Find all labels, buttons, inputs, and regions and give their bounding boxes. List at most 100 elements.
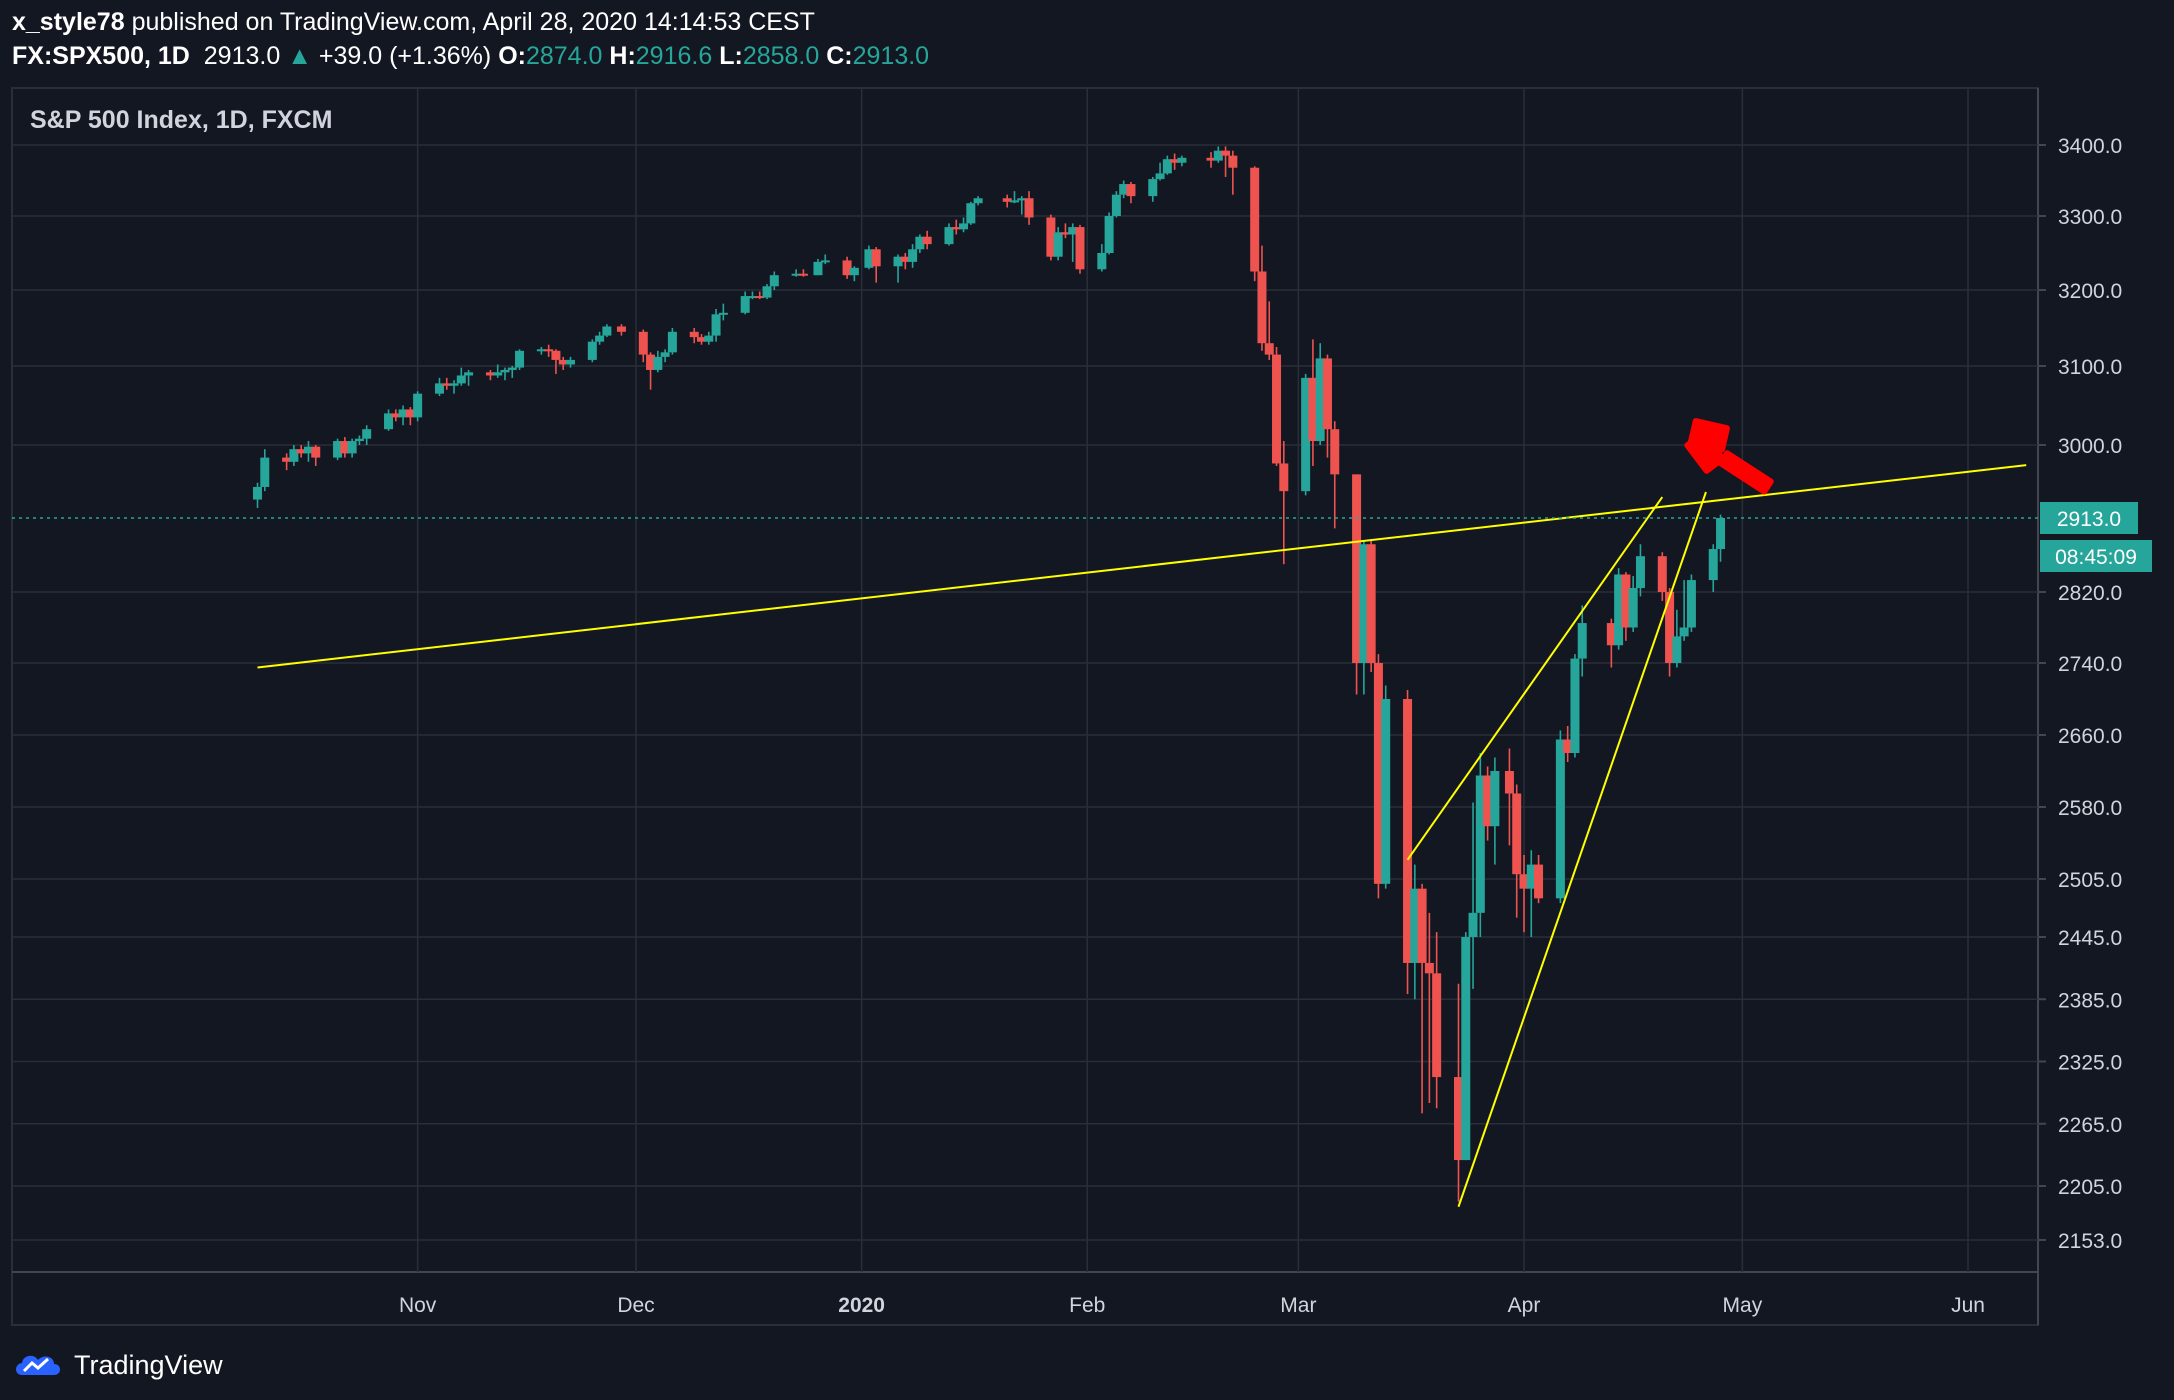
price-tick-label: 3300.0: [2058, 206, 2122, 229]
candle-body: [1534, 864, 1544, 899]
candle: [740, 291, 750, 315]
candle: [1017, 196, 1027, 215]
candle: [595, 331, 605, 345]
candle-body: [413, 393, 423, 418]
time-tick-label: Nov: [399, 1294, 437, 1317]
candle-body: [1359, 544, 1369, 663]
candle: [282, 453, 292, 471]
price-tick-label: 2265.0: [2058, 1114, 2122, 1137]
candle: [391, 409, 401, 422]
candle: [973, 196, 983, 206]
candle: [565, 356, 575, 368]
candle: [515, 349, 525, 370]
candle: [1257, 245, 1267, 351]
candle-body: [1665, 592, 1675, 663]
candle: [1206, 152, 1216, 168]
candle-body: [260, 457, 270, 487]
candle: [1672, 609, 1682, 668]
tradingview-footer[interactable]: TradingView: [12, 1345, 223, 1385]
candle-body: [813, 261, 823, 276]
candle: [1716, 514, 1726, 562]
candle: [1308, 339, 1318, 466]
price-axis[interactable]: 3400.0 3300.0 3200.0 3100.0 3000.0 2820.0 2740…: [2038, 135, 2122, 1253]
candle-body: [711, 314, 721, 336]
candle-body: [515, 350, 525, 368]
close-value: 2913.0: [852, 42, 930, 70]
candle-body: [536, 349, 546, 352]
candle: [762, 284, 772, 300]
candle: [405, 407, 415, 426]
candle-body: [791, 273, 801, 276]
last-price-label: 2913.0: [2057, 508, 2121, 531]
price-tick-label: 2505.0: [2058, 869, 2122, 892]
price-tick-label: 2660.0: [2058, 725, 2122, 748]
candle: [500, 367, 510, 381]
candle: [354, 435, 364, 445]
candle-body: [1352, 474, 1362, 663]
candle-body: [1555, 739, 1565, 899]
price-tick-label: 2385.0: [2058, 989, 2122, 1012]
candle-body: [1424, 962, 1434, 974]
candle: [900, 253, 910, 270]
candle: [653, 350, 663, 373]
candle: [1453, 983, 1463, 1202]
candle: [1373, 654, 1383, 899]
price-tick-label: 3200.0: [2058, 280, 2122, 303]
candle-body: [384, 413, 394, 430]
candle-body: [1060, 232, 1070, 235]
candle-body: [1410, 888, 1420, 963]
price-tick-label: 2325.0: [2058, 1052, 2122, 1075]
candle: [1359, 540, 1369, 695]
candle: [769, 271, 779, 290]
trendline-wedge-lower: [1457, 491, 1707, 1208]
author-name[interactable]: x_style78: [12, 8, 125, 36]
candle: [1315, 343, 1325, 445]
candle-body: [842, 260, 852, 276]
candle: [1410, 864, 1420, 1000]
candle-body: [405, 409, 415, 418]
up-triangle-icon: ▲: [287, 42, 312, 70]
candle: [1424, 912, 1434, 1103]
open-label: O:: [498, 42, 526, 70]
candle-body: [1577, 623, 1587, 659]
publish-header: x_style78 published on TradingView.com, …: [0, 0, 2174, 88]
candle-body: [1512, 793, 1522, 875]
candle-body: [1716, 518, 1726, 550]
candle: [333, 438, 343, 461]
candle-body: [660, 352, 670, 357]
candle: [667, 328, 677, 355]
candle-body: [1264, 343, 1274, 355]
time-axis[interactable]: Nov Dec 2020 Feb Mar Apr May Jun: [399, 1294, 1985, 1317]
trendline-long-support: [257, 464, 2027, 669]
candle-body: [289, 449, 299, 462]
candle-body: [1483, 775, 1493, 827]
candle-body: [500, 369, 510, 373]
candle: [1708, 544, 1718, 592]
candle: [485, 369, 495, 381]
candle: [347, 438, 357, 458]
candle-body: [1221, 150, 1231, 156]
candle-body: [900, 256, 910, 262]
candle-body: [347, 441, 357, 454]
candle: [413, 391, 423, 422]
candle: [660, 349, 670, 363]
candle: [1111, 191, 1121, 218]
candle-body: [1002, 198, 1012, 202]
candle-body: [1432, 973, 1442, 1078]
candles: [253, 146, 1726, 1202]
candle-body: [762, 286, 772, 298]
last-price-tag: 2913.0: [2040, 502, 2138, 534]
candle: [1046, 214, 1056, 261]
countdown-label: 08:45:09: [2055, 546, 2137, 569]
candle: [1519, 855, 1529, 933]
low-label: L:: [719, 42, 743, 70]
candle-body: [1621, 574, 1631, 628]
time-tick-label: May: [1723, 1294, 1763, 1317]
candle: [944, 223, 954, 246]
candle-body: [1162, 159, 1172, 174]
candle-body: [398, 409, 408, 418]
candle-body: [1322, 358, 1332, 430]
candle-body: [333, 441, 343, 458]
candle-body: [849, 267, 859, 276]
